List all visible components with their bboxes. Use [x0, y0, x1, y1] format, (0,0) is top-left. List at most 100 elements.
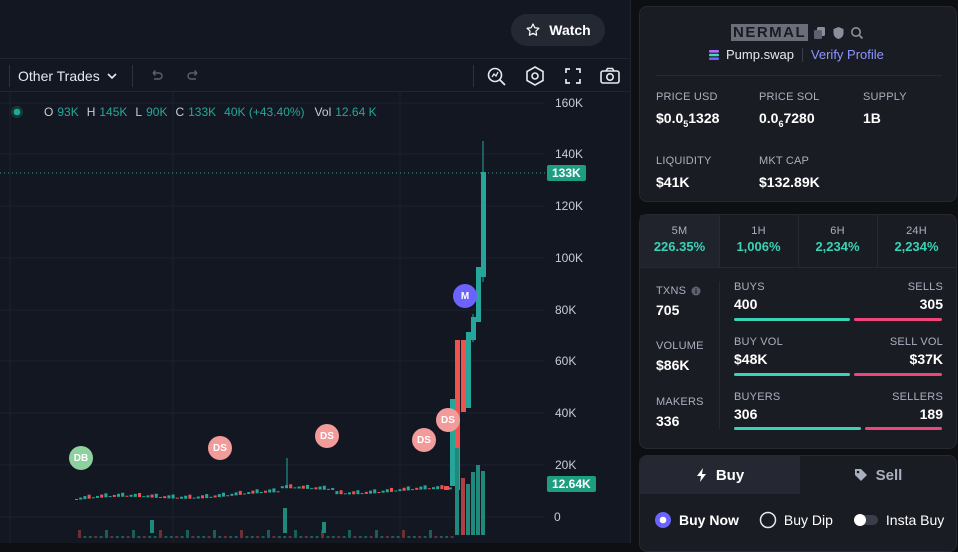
copy-icon[interactable] [813, 26, 827, 40]
candle [394, 490, 398, 492]
watch-button[interactable]: Watch [511, 14, 605, 46]
volume-bar [240, 530, 243, 538]
candle [415, 487, 419, 490]
token-name-row: NERMAL [731, 24, 864, 41]
radio-selected-icon [655, 512, 671, 528]
trade-marker-db[interactable]: DB [69, 446, 93, 470]
volume-bar [326, 536, 330, 538]
tab-24h[interactable]: 24H 2,234% [877, 215, 956, 267]
candle [150, 494, 154, 498]
ohlc-high-key: H [86, 105, 96, 119]
mktcap-block: MKT CAP $132.89K [759, 155, 820, 190]
fullscreen-icon[interactable] [560, 63, 586, 89]
insta-buy-label: Insta Buy [885, 512, 945, 528]
toolbar-divider [132, 65, 133, 87]
pumpswap-logo-icon [709, 49, 719, 60]
candle [175, 497, 179, 499]
txns-block: TXNS 705 [656, 285, 701, 318]
buy-tab[interactable]: Buy [640, 456, 800, 494]
volume-bar [164, 536, 168, 538]
price-sol-digits: 7280 [783, 110, 815, 126]
candle [129, 494, 133, 497]
volume-bar [429, 530, 432, 538]
price-tick: 120K [555, 199, 584, 213]
volume-bar [321, 530, 324, 538]
candle [117, 493, 120, 497]
buy-dip-option[interactable]: Buy Dip [759, 511, 833, 529]
sell-tab[interactable]: Sell [800, 456, 956, 494]
volume-bar [202, 536, 206, 538]
price-sol-block: PRICE SOL 0.067280 [759, 91, 820, 129]
price-axis[interactable]: 160K 140K 120K 100K 80K 60K 40K 20K 0 13… [545, 92, 630, 543]
candle [272, 488, 276, 493]
trade-marker-ds[interactable]: DS [436, 408, 460, 432]
trade-marker-ds[interactable]: DS [208, 436, 232, 460]
volume-bar [391, 536, 395, 538]
trade-marker-m[interactable]: M [453, 284, 477, 308]
search-icon[interactable] [850, 26, 864, 40]
undo-icon[interactable] [143, 63, 169, 89]
divider [719, 281, 720, 429]
chart-header: Watch [0, 0, 630, 59]
platform-name[interactable]: Pump.swap [726, 47, 794, 62]
candle [448, 487, 452, 490]
candle [377, 492, 381, 494]
other-trades-dropdown[interactable]: Other Trades [18, 65, 118, 87]
volume-bar [272, 536, 276, 538]
candlestick-chart[interactable] [0, 92, 630, 543]
price-sol-zeros: 6 [778, 118, 784, 129]
candle [356, 490, 360, 495]
tab-1h[interactable]: 1H 1,006% [719, 215, 799, 267]
candle [373, 489, 377, 494]
trade-marker-ds[interactable]: DS [315, 424, 339, 448]
settings-hexagon-icon[interactable] [522, 63, 548, 89]
ohlc-open-key: O [44, 105, 54, 119]
candle [167, 495, 171, 499]
indicator-search-icon[interactable] [484, 63, 510, 89]
volume-bar [261, 536, 265, 538]
candle [259, 491, 263, 493]
buy-now-option[interactable]: Buy Now [654, 511, 739, 529]
liquidity-block: LIQUIDITY $41K [656, 155, 712, 190]
tab-change: 226.35% [653, 239, 706, 254]
candle [322, 485, 326, 490]
volume-block: VOLUME $86K [656, 340, 704, 373]
candle [436, 486, 440, 490]
volume-bar [364, 536, 368, 538]
volume-bar [450, 536, 454, 538]
candle [146, 495, 150, 498]
ohlc-low: 90K [146, 105, 168, 119]
volume-bar [337, 536, 341, 538]
candle [411, 489, 414, 491]
volume-bar [99, 536, 103, 538]
trade-marker-ds[interactable]: DS [412, 428, 436, 452]
shield-icon[interactable] [832, 26, 845, 40]
candle [268, 489, 272, 493]
makers-block: MAKERS 336 [656, 396, 704, 429]
volume-bar [358, 536, 362, 538]
candle [450, 399, 455, 486]
divider [801, 47, 803, 62]
volume-bar [369, 536, 373, 538]
mktcap-value: $132.89K [759, 174, 820, 190]
tab-6h[interactable]: 6H 2,234% [798, 215, 878, 267]
price-tick: 60K [555, 354, 577, 368]
candle [276, 491, 280, 493]
insta-buy-toggle[interactable]: Insta Buy [853, 512, 944, 528]
camera-icon[interactable] [597, 63, 623, 89]
candle [159, 496, 162, 498]
verify-profile-link[interactable]: Verify Profile [810, 47, 884, 62]
star-icon [526, 23, 540, 36]
tab-label: 24H [906, 225, 927, 237]
price-usd-digits: 1328 [688, 110, 720, 126]
token-info-card: NERMAL Pump.swap Verify Profile PRICE US… [639, 6, 957, 202]
candle [293, 487, 297, 489]
redo-icon[interactable] [181, 63, 207, 89]
tab-5m[interactable]: 5M 226.35% [640, 215, 720, 267]
series-visibility-icon[interactable] [10, 105, 24, 119]
candle [423, 485, 427, 490]
tab-change: 1,006% [736, 239, 781, 254]
candle [398, 489, 402, 492]
info-icon[interactable] [691, 286, 701, 296]
candle [427, 488, 431, 490]
